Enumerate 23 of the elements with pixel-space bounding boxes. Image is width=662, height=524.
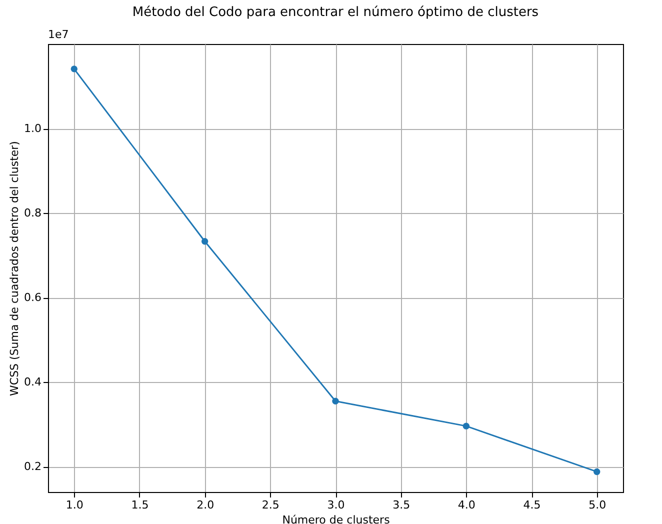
- text: 1e7: [48, 28, 69, 41]
- x-tick-label: 1.0: [66, 498, 84, 512]
- x-tick-label: 2.0: [196, 498, 214, 512]
- y-tick-label: 0.8: [24, 206, 42, 220]
- y-tick-label: 0.6: [24, 291, 42, 304]
- x-tick-label: 5.0: [588, 498, 606, 512]
- y-axis-title: WCSS (Suma de cuadrados dentro del cluster): [8, 141, 22, 396]
- chart-title: Método del Codo para encontrar el número óptimo de clusters: [132, 5, 539, 20]
- x-tick-label: 3.0: [327, 498, 345, 512]
- y-tick-label: 0.4: [24, 376, 42, 389]
- point: [462, 422, 470, 430]
- y-tick-label: 1.0: [24, 122, 42, 136]
- point: [201, 238, 208, 245]
- x-tick-label: 2.5: [262, 498, 280, 512]
- x-tick-label: 4.0: [458, 498, 476, 512]
- point: [70, 66, 78, 72]
- point: [594, 468, 600, 476]
- x-tick-label: 3.5: [392, 498, 410, 512]
- y-tick-label: 0.2: [24, 460, 42, 474]
- x-tick-label: 4.5: [523, 498, 541, 512]
- point: [332, 398, 339, 404]
- x-axis-title: Número de clusters: [282, 514, 390, 524]
- x-tick-label: 1.5: [131, 498, 149, 512]
